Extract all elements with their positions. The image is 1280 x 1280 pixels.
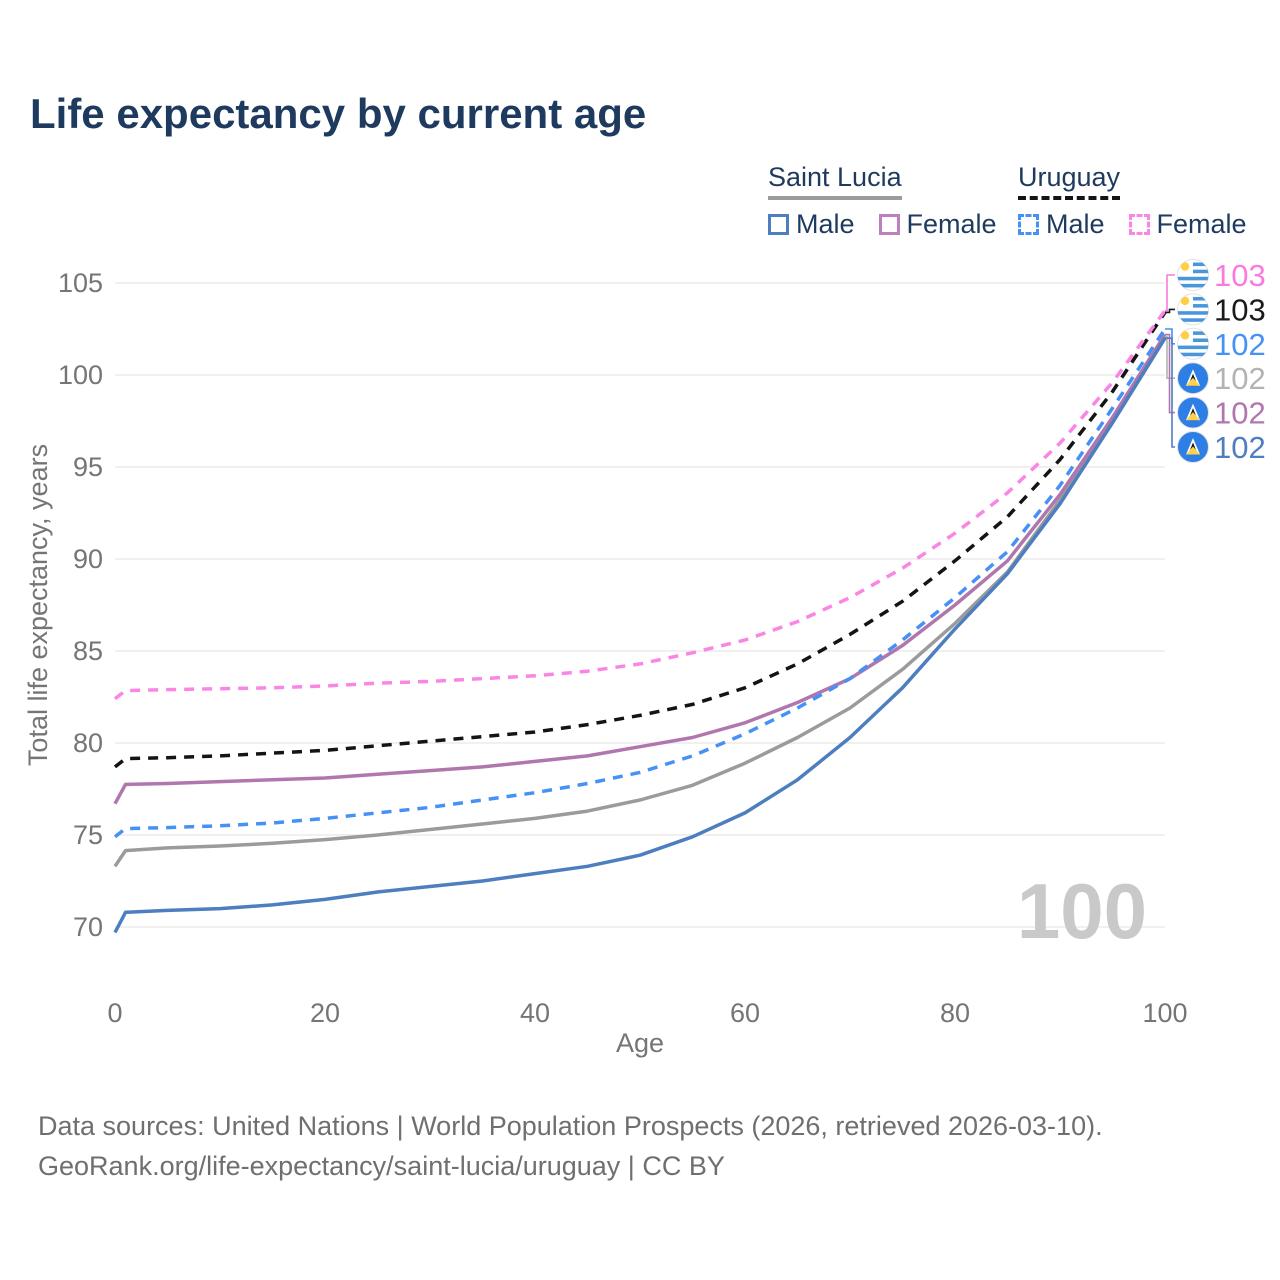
end-label-leader-saint-lucia-male — [1165, 337, 1175, 448]
end-label-leader-saint-lucia-total — [1165, 335, 1175, 379]
end-label-value-saint-lucia-total: 102 — [1214, 361, 1266, 396]
y-tick-label-90: 90 — [73, 544, 103, 574]
flag-icon-uruguay — [1177, 259, 1209, 291]
series-line-uruguay-total[interactable] — [113, 311, 1167, 769]
data-sources-text: Data sources: United Nations | World Pop… — [38, 1111, 1103, 1141]
x-tick-label-80: 80 — [940, 998, 970, 1028]
flag-icon-uruguay — [1177, 293, 1209, 326]
end-label-value-saint-lucia-male: 102 — [1214, 430, 1266, 465]
legend-label-uruguay-female: Female — [1156, 209, 1247, 239]
legend-swatch-uruguay-male-icon — [1018, 214, 1039, 235]
end-label-leader-uruguay-female — [1165, 274, 1175, 312]
x-tick-label-40: 40 — [520, 998, 550, 1028]
legend-item-uruguay-female[interactable]: Female — [1128, 209, 1247, 240]
attribution-text: GeoRank.org/life-expectancy/saint-lucia/… — [38, 1151, 725, 1181]
end-label-leader-uruguay-total — [1165, 308, 1175, 314]
end-label-value-uruguay-female: 103 — [1214, 258, 1266, 293]
y-tick-label-80: 80 — [73, 728, 103, 758]
legend-swatch-saint-lucia-male-icon — [768, 214, 789, 235]
series-line-saint-lucia-total[interactable] — [113, 335, 1167, 868]
flag-icon-saint-lucia — [1177, 362, 1209, 395]
flag-icon-saint-lucia — [1177, 396, 1209, 429]
page-title: Life expectancy by current age — [30, 90, 647, 137]
legend-swatch-uruguay-female-icon — [1128, 214, 1150, 235]
x-axis-title: Age — [616, 1028, 664, 1058]
series-line-saint-lucia-male[interactable] — [113, 337, 1167, 934]
end-label-value-uruguay-male: 102 — [1214, 327, 1266, 362]
legend-swatch-saint-lucia-female-icon — [878, 214, 900, 235]
legend-label-uruguay-male: Male — [1046, 209, 1105, 239]
y-tick-label-100: 100 — [58, 360, 103, 390]
flag-icon-uruguay — [1177, 327, 1209, 360]
legend-country-uruguay[interactable]: Uruguay — [1018, 162, 1121, 200]
chart-footer: Data sources: United Nations | World Pop… — [38, 1106, 1103, 1186]
series-line-uruguay-male[interactable] — [113, 328, 1167, 839]
flag-icon-saint-lucia — [1177, 431, 1209, 463]
y-tick-label-95: 95 — [73, 452, 103, 482]
legend-group-saint-lucia: Saint Lucia Male Female — [768, 162, 997, 240]
legend-group-uruguay: Uruguay Male Female — [1018, 162, 1247, 240]
end-label-value-uruguay-total: 103 — [1214, 292, 1266, 327]
x-tick-label-20: 20 — [310, 998, 340, 1028]
y-tick-label-70: 70 — [73, 912, 103, 942]
legend-country-saint-lucia[interactable]: Saint Lucia — [768, 162, 902, 200]
x-tick-label-60: 60 — [730, 998, 760, 1028]
y-tick-label-85: 85 — [73, 636, 103, 666]
legend-label-saint-lucia-female: Female — [906, 209, 997, 239]
legend-item-saint-lucia-female[interactable]: Female — [878, 209, 997, 240]
legend-label-saint-lucia-male: Male — [796, 209, 855, 239]
legend-item-saint-lucia-male[interactable]: Male — [768, 209, 855, 240]
series-line-uruguay-female[interactable] — [113, 309, 1167, 701]
legend-item-uruguay-male[interactable]: Male — [1018, 209, 1105, 240]
x-tick-label-100: 100 — [1142, 998, 1187, 1028]
end-label-value-saint-lucia-female: 102 — [1214, 396, 1266, 431]
end-label-leader-uruguay-male — [1165, 328, 1175, 345]
y-tick-label-75: 75 — [73, 820, 103, 850]
age-counter-watermark: 100 — [1017, 867, 1147, 955]
x-tick-label-0: 0 — [107, 998, 122, 1028]
series-line-saint-lucia-female[interactable] — [113, 333, 1167, 805]
y-axis-title: Total life expectancy, years — [23, 444, 53, 766]
y-tick-label-105: 105 — [58, 268, 103, 298]
